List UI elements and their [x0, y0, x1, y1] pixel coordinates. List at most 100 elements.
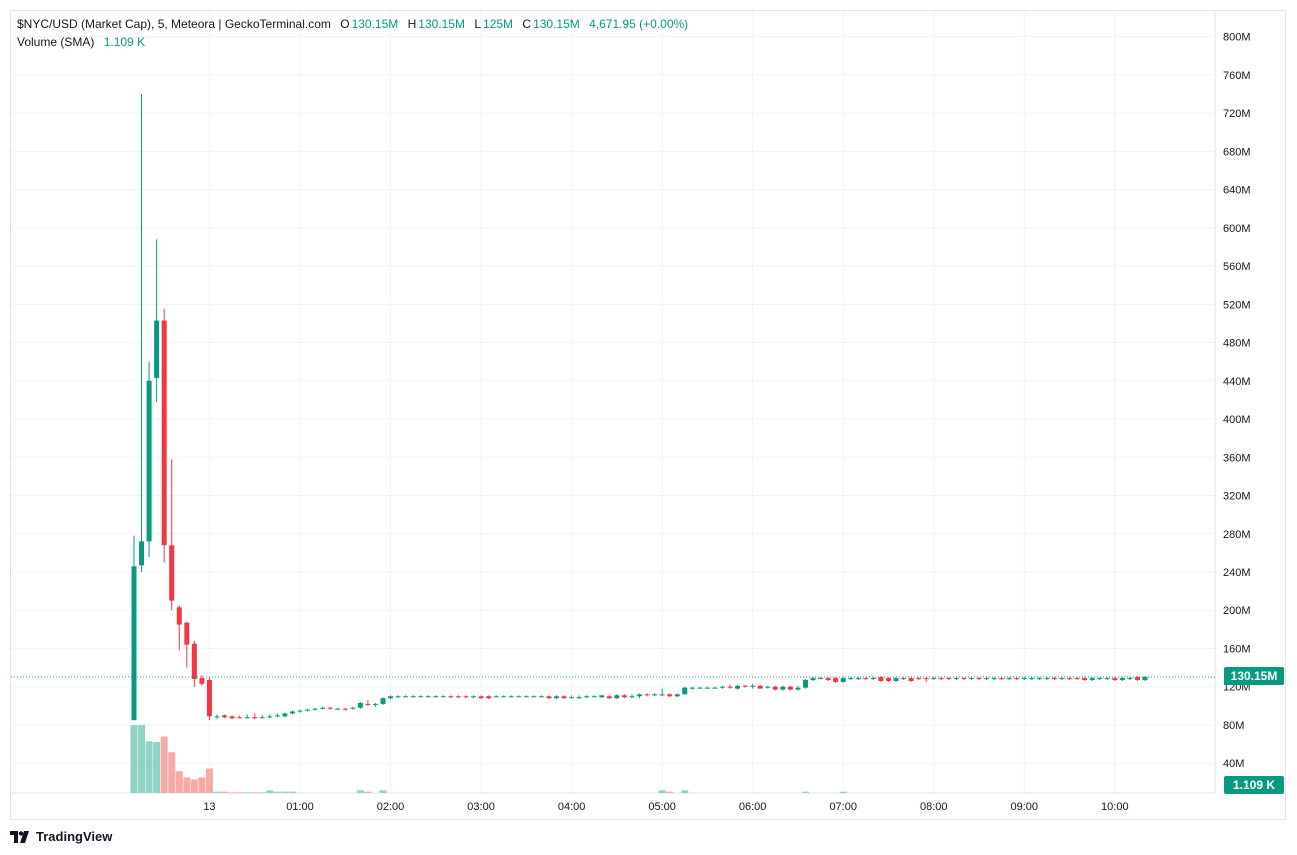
candle-body — [282, 713, 288, 717]
candle-body — [455, 696, 461, 698]
candle-body — [946, 678, 952, 680]
candle — [131, 535, 137, 721]
volume-bar — [183, 777, 191, 793]
candle — [516, 695, 522, 698]
candle — [1119, 677, 1125, 681]
candle-body — [395, 696, 401, 698]
candle — [463, 695, 469, 699]
candle — [395, 695, 401, 699]
tradingview-logo[interactable]: TradingView — [10, 829, 112, 844]
chart-frame[interactable]: 40M 80M 120M 160M 200M 240M 280M 320M 360M 400M 44… — [10, 10, 1286, 820]
candle-body — [667, 694, 673, 697]
candle-body — [418, 696, 424, 698]
volume-label[interactable]: Volume (SMA) — [17, 35, 95, 49]
candle-body — [644, 694, 650, 696]
candle-body — [818, 678, 824, 680]
candle — [772, 685, 778, 691]
grid-lines — [11, 11, 1216, 794]
candle — [169, 459, 175, 611]
candle — [855, 677, 861, 681]
candle-body — [863, 678, 869, 680]
candle — [961, 677, 967, 681]
volume-bar — [205, 768, 213, 793]
candle-body — [999, 678, 1005, 680]
candle — [350, 706, 356, 710]
candle-body — [403, 696, 409, 698]
y-tick-label: 400M — [1223, 414, 1251, 426]
candle-body — [757, 685, 763, 689]
candle-body — [1097, 678, 1103, 680]
candle — [282, 712, 288, 718]
x-tick-label: 09:00 — [1011, 801, 1039, 813]
candle-body — [440, 696, 446, 698]
y-tick-label: 440M — [1223, 376, 1251, 388]
candle — [1006, 677, 1012, 681]
candle-body — [885, 678, 891, 681]
candle-body — [1112, 678, 1118, 681]
candle — [154, 239, 160, 402]
volume-bar — [281, 791, 289, 793]
candle-body — [923, 678, 929, 680]
volume-bar — [666, 791, 674, 793]
candle — [787, 685, 793, 691]
candle — [486, 695, 492, 700]
candle-body — [199, 678, 205, 684]
candle-body — [629, 696, 635, 698]
candle — [674, 693, 680, 698]
candle-body — [908, 678, 914, 681]
candle — [418, 695, 424, 698]
candle-body — [237, 717, 243, 719]
candle — [184, 621, 190, 668]
candle-body — [184, 622, 190, 645]
volume-legend: Volume (SMA) 1.109 K — [17, 35, 147, 49]
candle-body — [1089, 678, 1095, 681]
candle-body — [214, 716, 220, 718]
candle-body — [1014, 678, 1020, 680]
candle — [833, 677, 839, 683]
candle — [1112, 677, 1118, 681]
candle-body — [621, 695, 627, 698]
candle — [305, 708, 311, 712]
x-tick-label: 02:00 — [377, 801, 405, 813]
candle — [953, 677, 959, 681]
candle-body — [191, 643, 197, 680]
candle-body — [523, 696, 529, 698]
candle-body — [1142, 677, 1148, 681]
chart-legend: $NYC/USD (Market Cap), 5, Meteora | Geck… — [17, 17, 690, 31]
candle — [161, 309, 167, 563]
candle — [1097, 677, 1103, 681]
candle-body — [772, 686, 778, 690]
candle-body — [222, 715, 228, 718]
candle — [591, 695, 597, 698]
low-value: 125M — [483, 17, 514, 31]
candle-body — [357, 702, 363, 708]
volume-bar — [839, 791, 847, 793]
volume-bar — [138, 725, 146, 793]
candle — [1021, 677, 1027, 681]
candle — [765, 685, 771, 689]
candlestick-chart[interactable]: 40M80M120M160M200M240M280M320M360M400M44… — [11, 11, 1287, 821]
candle — [267, 714, 273, 719]
x-tick-label: 06:00 — [739, 801, 767, 813]
candle-body — [1021, 678, 1027, 680]
volume-bar — [198, 777, 206, 793]
candle — [222, 714, 228, 719]
candle — [923, 677, 929, 682]
y-tick-label: 40M — [1223, 758, 1244, 770]
volume-bar — [379, 790, 387, 793]
candle — [946, 677, 952, 681]
candle — [523, 695, 529, 698]
candle-body — [146, 380, 152, 542]
candle-body — [448, 696, 454, 698]
x-tick-label: 10:00 — [1101, 801, 1129, 813]
x-axis-ticks: 13 01:00 02:00 03:00 04:00 05:00 06:00 07:00 08:… — [203, 801, 1128, 813]
candle-body — [689, 687, 695, 689]
candle-body — [674, 694, 680, 697]
candle-body — [289, 711, 295, 714]
candle — [335, 707, 341, 710]
candle — [229, 715, 235, 720]
symbol-title[interactable]: $NYC/USD (Market Cap), 5, Meteora | Geck… — [17, 17, 331, 31]
candle — [840, 677, 846, 683]
y-tick-label: 760M — [1223, 70, 1251, 82]
volume-bar — [258, 792, 266, 794]
